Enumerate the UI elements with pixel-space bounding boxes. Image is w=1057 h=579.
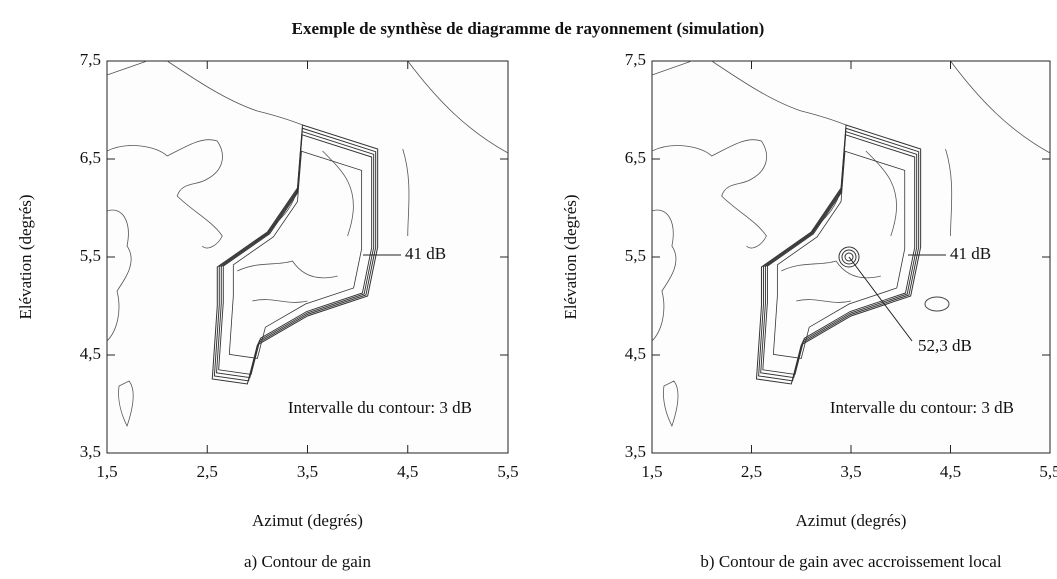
y-tick-label: 5,5 [625, 246, 646, 265]
x-tick-label: 1,5 [96, 462, 117, 481]
plot-area [106, 60, 509, 454]
x-tick-label: 4,5 [940, 462, 961, 481]
x-tick-label: 1,5 [641, 462, 662, 481]
y-tick-label: 7,5 [625, 50, 646, 69]
y-tick-label: 7,5 [80, 50, 101, 69]
y-tick-label: 5,5 [80, 246, 101, 265]
x-tick-label: 5,5 [497, 462, 518, 481]
x-tick-label: 4,5 [397, 462, 418, 481]
caption: a) Contour de gain [244, 552, 371, 571]
x-tick-label: 2,5 [197, 462, 218, 481]
x-axis-label: Azimut (degrés) [796, 511, 907, 530]
x-axis-label: Azimut (degrés) [252, 511, 363, 530]
y-axis-label: Elévation (degrés) [16, 194, 35, 319]
panel: 1,5 2,5 3,5 4,5 5,5 3,5 4,5 5,5 6,5 7,5 Azimut (de… [16, 50, 519, 571]
callout-line [848, 256, 913, 342]
y-tick-label: 4,5 [80, 344, 101, 363]
caption: b) Contour de gain avec accroissement lo… [700, 552, 1001, 571]
y-tick-label: 4,5 [625, 344, 646, 363]
x-tick-label: 5,5 [1039, 462, 1057, 481]
annotation: Intervalle du contour: 3 dB [288, 398, 472, 417]
y-tick-label: 3,5 [80, 442, 101, 461]
y-tick-label: 6,5 [625, 148, 646, 167]
local-contour [924, 296, 950, 312]
figure-title: Exemple de synthèse de diagramme de rayo… [292, 19, 765, 38]
x-tick-label: 2,5 [741, 462, 762, 481]
local-contour [841, 249, 857, 265]
y-tick-label: 3,5 [625, 442, 646, 461]
panel: 1,5 2,5 3,5 4,5 5,5 3,5 4,5 5,5 6,5 7,5 Azimut (de… [561, 50, 1057, 571]
local-contour [844, 252, 854, 262]
x-tick-label: 3,5 [840, 462, 861, 481]
annotation: Intervalle du contour: 3 dB [830, 398, 1014, 417]
local-contour [838, 246, 860, 268]
annotation: 52,3 dB [918, 336, 972, 355]
x-tick-label: 3,5 [297, 462, 318, 481]
annotation: 41 dB [950, 244, 991, 263]
y-tick-label: 6,5 [80, 148, 101, 167]
annotation: 41 dB [405, 244, 446, 263]
y-axis-label: Elévation (degrés) [561, 194, 580, 319]
